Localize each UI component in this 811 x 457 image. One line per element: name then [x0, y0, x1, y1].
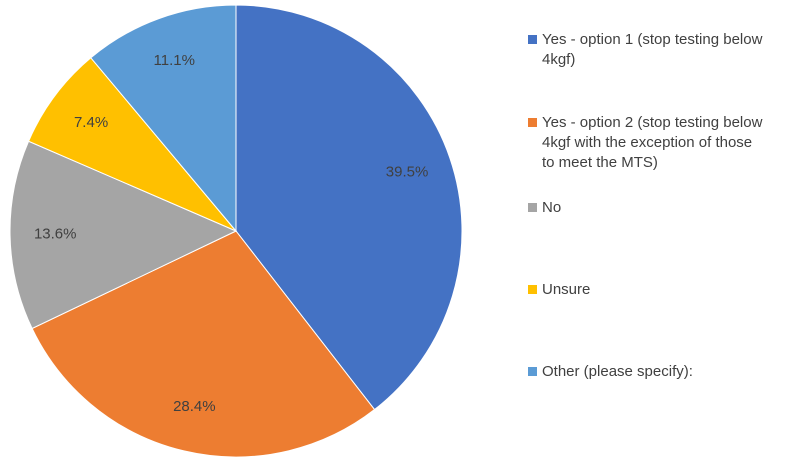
- slice-value-label: 13.6%: [34, 225, 77, 242]
- legend-swatch: [528, 203, 537, 212]
- legend-item: No: [528, 198, 811, 218]
- slice-value-label: 39.5%: [386, 163, 429, 180]
- slice-value-label: 11.1%: [154, 52, 195, 69]
- slice-value-label: 7.4%: [74, 114, 108, 131]
- legend-swatch: [528, 367, 537, 376]
- legend-swatch: [528, 285, 537, 294]
- pie-slices: [9, 4, 463, 457]
- pie-value-labels: 39.5% 28.4% 13.6% 7.4% 11.1%: [34, 52, 428, 415]
- pie-slice-yes-option-2-stop-testing-below: [31, 230, 376, 457]
- legend-swatch: [528, 35, 537, 44]
- legend-label: Other (please specify):: [542, 363, 693, 380]
- slice-value-label: 28.4%: [173, 398, 216, 415]
- legend-swatch: [528, 118, 537, 127]
- pie-slice-other-please-specify: [90, 4, 237, 233]
- legend-label: Yes - option 1 (stop testing below 4kgf): [542, 31, 763, 68]
- legend-label: Unsure: [542, 281, 591, 298]
- pie-slice-no: [9, 140, 238, 330]
- legend-label: Yes - option 2 (stop testing below 4kgf …: [542, 114, 763, 171]
- pie-slice-unsure: [27, 57, 237, 232]
- legend-item: Unsure: [528, 280, 811, 300]
- legend-label: No: [542, 199, 562, 216]
- legend-item: Yes - option 1 (stop testing below 4kgf): [528, 30, 811, 70]
- legend-item: Yes - option 2 (stop testing below 4kgf …: [528, 113, 811, 173]
- pie-slice-yes-option-1-stop-testing-below: [235, 4, 463, 411]
- legend-item: Other (please specify):: [528, 362, 811, 382]
- chart-legend: Yes - option 1 (stop testing below 4kgf)…: [528, 0, 811, 457]
